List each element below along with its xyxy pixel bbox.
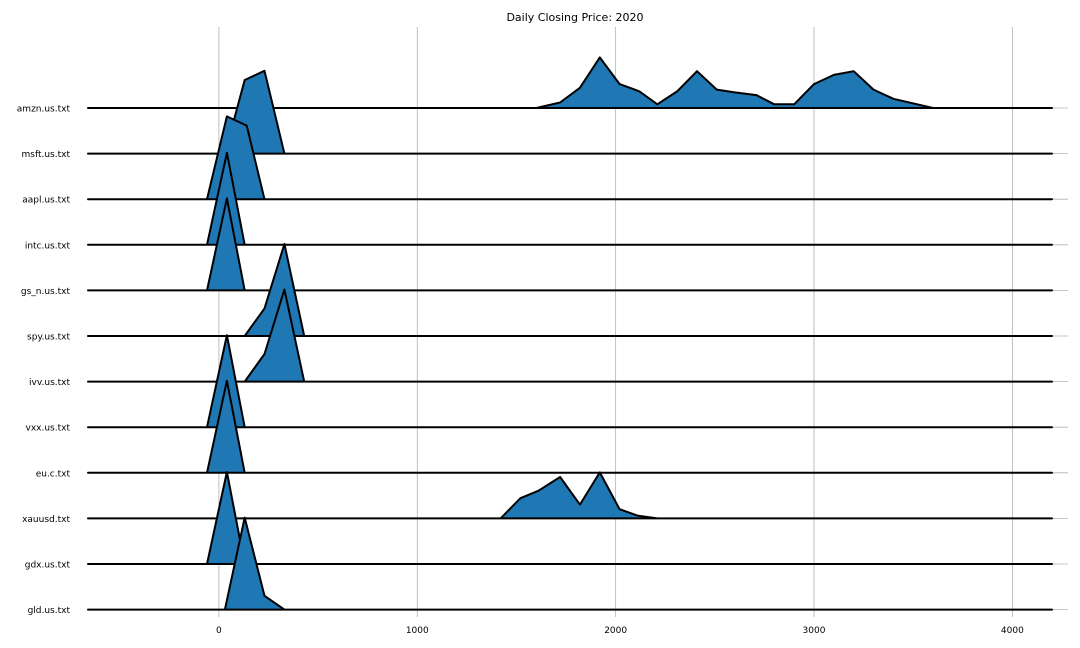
x-axis-tick-labels: 0 1000 2000 3000 4000 [216, 626, 1024, 636]
y-tick-label: spy.us.txt [27, 333, 70, 343]
ridge-gs-n-us-txt [87, 197, 1053, 292]
y-tick-label: vxx.us.txt [26, 424, 71, 434]
ridge-intc-us-txt [87, 151, 1053, 246]
y-tick-label: intc.us.txt [25, 241, 71, 251]
ridges [87, 56, 1053, 611]
chart-title: Daily Closing Price: 2020 [506, 11, 643, 24]
ridge-gld-us-txt [87, 516, 1053, 611]
y-tick-label: aapl.us.txt [22, 196, 70, 206]
x-tick-label-0: 0 [216, 626, 222, 636]
y-axis-labels: amzn.us.txt msft.us.txt aapl.us.txt intc.us… [17, 105, 71, 617]
ridge-vxx-us-txt [87, 334, 1053, 429]
y-tick-label: eu.c.txt [36, 469, 71, 479]
ridge-eu-c-txt [87, 379, 1053, 474]
y-tick-label: ivv.us.txt [29, 378, 70, 388]
y-tick-label: gs_n.us.txt [21, 287, 71, 297]
ridge-amzn-us-txt [87, 56, 1053, 109]
ridge-spy-us-txt [87, 243, 1053, 337]
ridge-ivv-us-txt [87, 288, 1053, 383]
x-tick-label-2000: 2000 [604, 626, 627, 636]
y-tick-label: gdx.us.txt [25, 561, 71, 571]
x-tick-label-1000: 1000 [406, 626, 429, 636]
ridge-aapl-us-txt [87, 115, 1053, 201]
y-tick-label: gld.us.txt [28, 606, 71, 616]
x-tick-label-4000: 4000 [1001, 626, 1024, 636]
y-tick-label: xauusd.txt [22, 515, 70, 525]
ridge-xauusd-txt [87, 471, 1053, 520]
ridge-gdx-us-txt [87, 471, 1053, 565]
y-tick-label: amzn.us.txt [17, 105, 71, 115]
x-tick-label-3000: 3000 [803, 626, 826, 636]
y-tick-label: msft.us.txt [22, 150, 71, 160]
